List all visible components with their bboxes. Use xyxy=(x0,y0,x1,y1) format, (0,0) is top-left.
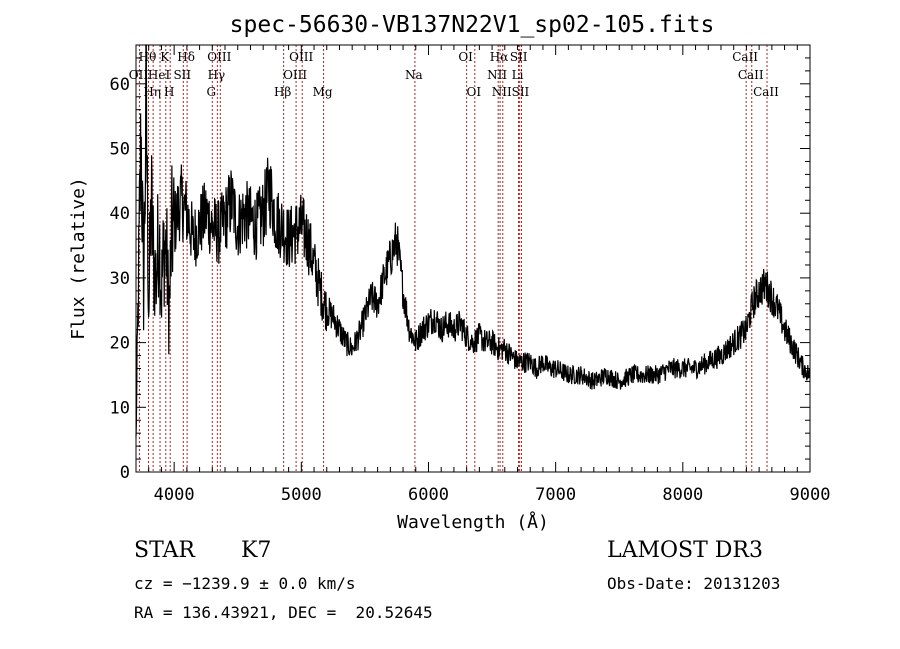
y-tick-label: 40 xyxy=(110,204,130,224)
emission-line-label: OI xyxy=(466,85,481,99)
x-tick-label: 6000 xyxy=(408,485,449,505)
emission-line-label: CaII xyxy=(738,68,764,82)
x-tick-label: 4000 xyxy=(154,485,195,505)
emission-line-label: SII xyxy=(173,68,191,82)
emission-line-label: SII xyxy=(512,85,530,99)
survey-label: LAMOST DR3 xyxy=(607,538,763,563)
emission-line-label: Hγ xyxy=(208,68,226,82)
emission-line-label: Hβ xyxy=(274,85,291,99)
y-tick-label: 10 xyxy=(110,398,130,418)
emission-line-label: OIII xyxy=(289,50,313,64)
x-tick-label: 5000 xyxy=(281,485,322,505)
x-axis-label: Wavelength (Å) xyxy=(397,511,549,533)
class-label: STAR xyxy=(134,538,195,563)
x-tick-label: 7000 xyxy=(535,485,576,505)
y-tick-label: 30 xyxy=(110,269,130,289)
emission-line-label: NII xyxy=(487,68,507,82)
emission-line-label: Na xyxy=(405,68,423,82)
emission-line-label: K xyxy=(160,50,170,64)
emission-line-label: H xyxy=(164,85,174,99)
y-axis-label: Flux (relative) xyxy=(68,177,89,340)
emission-line-label: SII xyxy=(510,50,528,64)
emission-line-label: Hθ xyxy=(139,50,157,64)
emission-line-label: Li xyxy=(512,68,524,82)
emission-line-label: Hα xyxy=(490,50,509,64)
emission-line-label: OII xyxy=(129,68,149,82)
subclass-label: K7 xyxy=(241,538,272,563)
x-tick-label: 9000 xyxy=(790,485,831,505)
emission-line-label: CaII xyxy=(732,50,758,64)
y-tick-label: 0 xyxy=(120,463,130,483)
plot-frame xyxy=(135,44,811,473)
emission-line-label: OIII xyxy=(207,50,231,64)
y-tick-label: 20 xyxy=(110,334,130,354)
emission-line-label: G xyxy=(207,85,217,99)
emission-line-label: Hη xyxy=(143,85,161,99)
velocity-text: cz = −1239.9 ± 0.0 km/s xyxy=(134,574,356,593)
coordinates-text: RA = 136.43921, DEC = 20.52645 xyxy=(134,603,433,622)
emission-line-label: OIII xyxy=(283,68,307,82)
emission-line-label: Mg xyxy=(313,85,333,99)
emission-line-label: OI xyxy=(458,50,473,64)
x-tick-label: 8000 xyxy=(662,485,703,505)
emission-line-label: Hδ xyxy=(177,50,195,64)
spectrum-line xyxy=(135,44,811,437)
emission-line-label: NII xyxy=(492,85,512,99)
chart-title: spec-56630-VB137N22V1_sp02-105.fits xyxy=(230,12,715,38)
emission-line-label: CaII xyxy=(753,85,779,99)
emission-line-label: HeI xyxy=(148,68,171,82)
y-tick-label: 50 xyxy=(110,140,130,160)
y-tick-label: 60 xyxy=(110,75,130,95)
obs-date-text: Obs-Date: 20131203 xyxy=(607,574,781,593)
